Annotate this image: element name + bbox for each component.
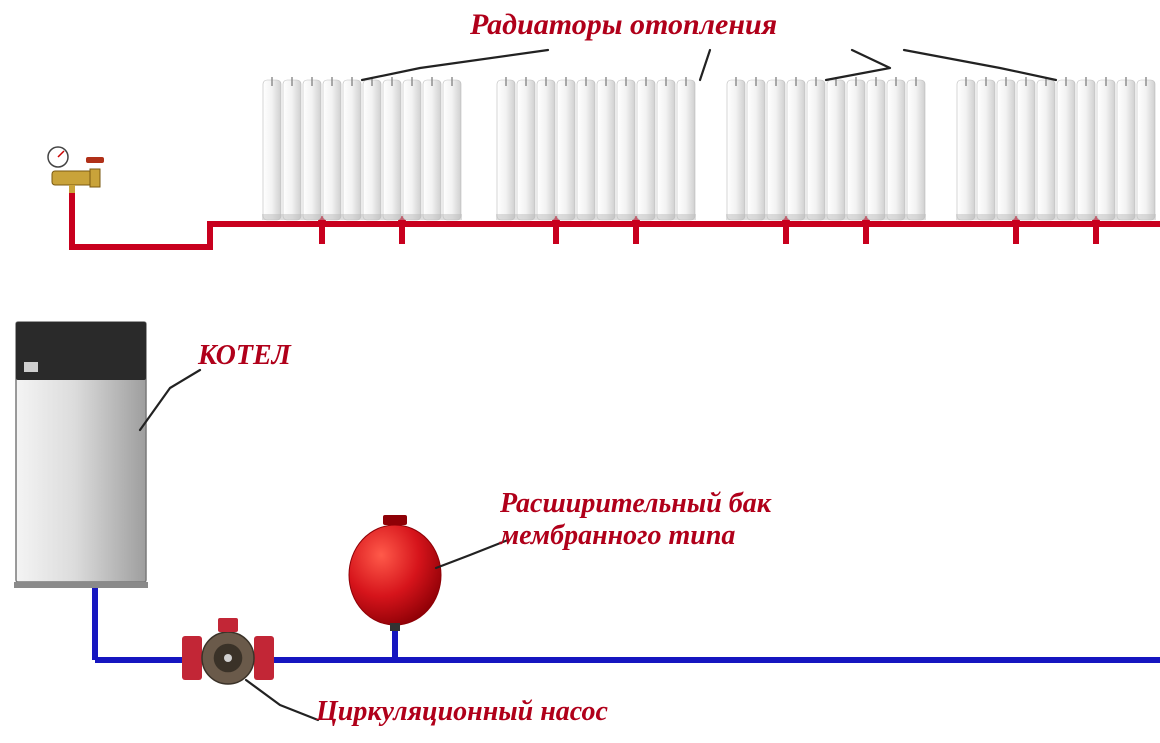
- expansion-tank: [349, 515, 441, 631]
- circulation-pump: [182, 618, 274, 684]
- boiler-label: КОТЕЛ: [198, 340, 291, 372]
- radiator: [262, 77, 462, 220]
- radiators-label: Радиаторы отопления: [470, 8, 777, 42]
- boiler: [14, 322, 148, 588]
- expansion-tank-label: Расширительный бак мембранного типа: [500, 488, 771, 552]
- pump-label: Циркуляционный насос: [316, 696, 608, 728]
- radiators-group: [262, 77, 1156, 220]
- radiator: [726, 77, 926, 220]
- safety-valve-group-icon: [48, 147, 104, 193]
- radiator: [496, 77, 696, 220]
- radiator: [956, 77, 1156, 220]
- heating-scheme-diagram: [0, 0, 1160, 743]
